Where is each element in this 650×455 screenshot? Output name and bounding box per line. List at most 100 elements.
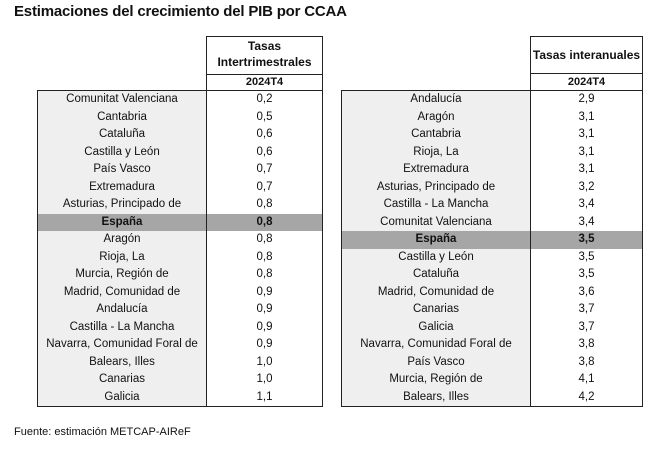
region-name: Navarra, Comunidad Foral de bbox=[342, 336, 531, 354]
growth-value: 3,4 bbox=[578, 198, 595, 210]
growth-value: 3,5 bbox=[578, 233, 595, 245]
source-note: Fuente: estimación METCAP-AIReF bbox=[14, 426, 191, 438]
region-name: Castilla y León bbox=[38, 143, 207, 161]
growth-value: 3,7 bbox=[578, 320, 595, 333]
growth-value: 1,1 bbox=[256, 390, 273, 403]
table-row: Castilla y León 0,6 bbox=[38, 143, 322, 161]
table-header: Tasas interanuales 2024T4 bbox=[530, 36, 643, 91]
growth-value: 0,9 bbox=[256, 303, 273, 315]
region-name: Galicia bbox=[38, 388, 207, 406]
table-row: Galicia 1,1 bbox=[38, 388, 322, 406]
table-row: Castilla - La Mancha 0,9 bbox=[38, 318, 322, 336]
region-name: Canarias bbox=[38, 371, 207, 389]
table-row: Extremadura 3,1 bbox=[342, 161, 642, 179]
table-row: Madrid, Comunidad de 3,6 bbox=[342, 283, 642, 301]
growth-value: 4,1 bbox=[578, 373, 595, 385]
region-name: País Vasco bbox=[38, 161, 207, 179]
header-line-1: Tasas bbox=[247, 39, 282, 53]
region-name: Madrid, Comunidad de bbox=[38, 283, 207, 301]
growth-value: 0,2 bbox=[256, 93, 273, 105]
region-name: Extremadura bbox=[342, 161, 531, 179]
region-name: Rioja, La bbox=[38, 248, 207, 266]
growth-value: 0,8 bbox=[256, 198, 273, 210]
growth-value: 1,0 bbox=[256, 355, 273, 368]
table-header: Tasas Intertrimestrales 2024T4 bbox=[206, 36, 323, 91]
table-row: Comunitat Valenciana 3,4 bbox=[342, 213, 642, 231]
table-row: Castilla y León 3,5 bbox=[342, 248, 642, 266]
header-period: 2024T4 bbox=[567, 76, 606, 88]
region-name: Balears, Illes bbox=[342, 388, 531, 406]
header-title: Tasas interanuales bbox=[531, 37, 642, 74]
table-row: Castilla - La Mancha 3,4 bbox=[342, 196, 642, 214]
growth-value: 0,5 bbox=[256, 110, 273, 123]
growth-value: 1,0 bbox=[256, 373, 273, 385]
growth-value: 0,8 bbox=[256, 215, 273, 228]
table-body: Andalucía 2,9 Aragón 3,1 Cantabria 3,1 Rioja, … bbox=[341, 90, 643, 407]
region-name: Asturias, Principado de bbox=[342, 178, 531, 196]
growth-value: 0,8 bbox=[256, 268, 273, 280]
growth-value: 3,1 bbox=[578, 128, 595, 140]
region-name: Extremadura bbox=[38, 178, 207, 196]
page-title: Estimaciones del crecimiento del PIB por… bbox=[14, 3, 347, 20]
region-name: Murcia, Región de bbox=[342, 371, 531, 389]
region-name: Aragón bbox=[342, 108, 531, 126]
region-name: Navarra, Comunidad Foral de bbox=[38, 336, 207, 354]
table-row: Balears, Illes 4,2 bbox=[342, 388, 642, 406]
table-row: Canarias 3,7 bbox=[342, 301, 642, 319]
table-row: Andalucía 0,9 bbox=[38, 301, 322, 319]
table-row: Madrid, Comunidad de 0,9 bbox=[38, 283, 322, 301]
growth-value: 3,7 bbox=[578, 303, 595, 315]
region-name: Canarias bbox=[342, 301, 531, 319]
table-row: Navarra, Comunidad Foral de 3,8 bbox=[342, 336, 642, 354]
region-name: Rioja, La bbox=[342, 143, 531, 161]
growth-value: 3,1 bbox=[578, 110, 595, 123]
table-row: Cantabria 0,5 bbox=[38, 108, 322, 126]
table-row: España 0,8 bbox=[38, 213, 322, 231]
header-line-2: Intertrimestrales bbox=[217, 55, 312, 69]
region-name: Asturias, Principado de bbox=[38, 196, 207, 214]
growth-value: 3,1 bbox=[578, 145, 595, 158]
region-name: Galicia bbox=[342, 318, 531, 336]
region-name: Cantabria bbox=[342, 126, 531, 144]
table-row: Asturias, Principado de 0,8 bbox=[38, 196, 322, 214]
growth-value: 3,1 bbox=[578, 163, 595, 175]
table-row: Canarias 1,0 bbox=[38, 371, 322, 389]
table-row: País Vasco 0,7 bbox=[38, 161, 322, 179]
region-name: Murcia, Región de bbox=[38, 266, 207, 284]
region-name: Cantabria bbox=[38, 108, 207, 126]
table-row: Cataluña 3,5 bbox=[342, 266, 642, 284]
region-name: Madrid, Comunidad de bbox=[342, 283, 531, 301]
region-name: España bbox=[342, 231, 531, 249]
table-row: Navarra, Comunidad Foral de 0,9 bbox=[38, 336, 322, 354]
table-row: Aragón 0,8 bbox=[38, 231, 322, 249]
growth-value: 0,7 bbox=[256, 180, 273, 193]
table-body: Comunitat Valenciana 0,2 Cantabria 0,5 Catal… bbox=[37, 90, 323, 407]
table-row: Comunitat Valenciana 0,2 bbox=[38, 91, 322, 109]
growth-value: 3,6 bbox=[578, 285, 595, 298]
table-row: Rioja, La 0,8 bbox=[38, 248, 322, 266]
region-name: Castilla - La Mancha bbox=[38, 318, 207, 336]
growth-value: 0,9 bbox=[256, 338, 273, 350]
table-row: Rioja, La 3,1 bbox=[342, 143, 642, 161]
table-row: Cataluña 0,6 bbox=[38, 126, 322, 144]
region-name: Andalucía bbox=[38, 301, 207, 319]
table-row: Murcia, Región de 0,8 bbox=[38, 266, 322, 284]
table-row: País Vasco 3,8 bbox=[342, 353, 642, 371]
growth-value: 0,9 bbox=[256, 285, 273, 298]
region-name: Balears, Illes bbox=[38, 353, 207, 371]
growth-value: 0,6 bbox=[256, 128, 273, 140]
growth-value: 0,8 bbox=[256, 233, 273, 245]
growth-value: 4,2 bbox=[578, 390, 595, 403]
region-name: Castilla - La Mancha bbox=[342, 196, 531, 214]
table-row: Asturias, Principado de 3,2 bbox=[342, 178, 642, 196]
table-row: Murcia, Región de 4,1 bbox=[342, 371, 642, 389]
growth-value: 3,8 bbox=[578, 355, 595, 368]
region-name: Aragón bbox=[38, 231, 207, 249]
table-row: España 3,5 bbox=[342, 231, 642, 249]
table-row: Cantabria 3,1 bbox=[342, 126, 642, 144]
header-title: Tasas Intertrimestrales bbox=[207, 37, 322, 75]
growth-value: 3,2 bbox=[578, 180, 595, 193]
region-name: España bbox=[38, 213, 207, 231]
table-row: Extremadura 0,7 bbox=[38, 178, 322, 196]
